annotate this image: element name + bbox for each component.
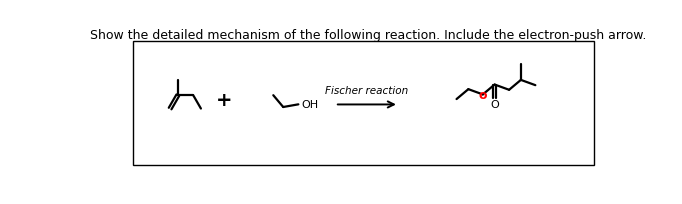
Text: O: O bbox=[490, 100, 499, 110]
Text: Show the detailed mechanism of the following reaction. Include the electron-push: Show the detailed mechanism of the follo… bbox=[90, 29, 647, 42]
FancyBboxPatch shape bbox=[133, 42, 593, 165]
Text: Fischer reaction: Fischer reaction bbox=[325, 86, 409, 96]
Text: +: + bbox=[216, 90, 233, 109]
Text: OH: OH bbox=[301, 100, 318, 110]
Text: o: o bbox=[479, 89, 487, 101]
